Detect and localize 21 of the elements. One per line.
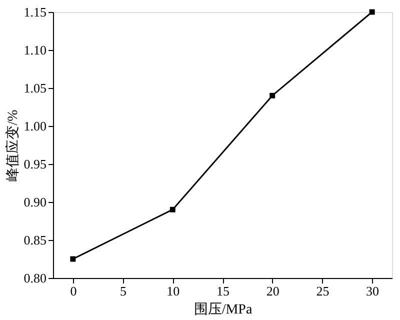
point [70, 256, 76, 262]
y-tick-label: 1.15 [24, 4, 46, 20]
y-tick-label: 0.95 [24, 156, 46, 172]
y-tick-label: 0.90 [24, 194, 46, 210]
x-tick-label: 5 [120, 284, 127, 298]
x-tick-label: 0 [70, 284, 77, 298]
x-tick-label: 20 [266, 284, 280, 298]
y-tick-label: 1.05 [24, 80, 46, 96]
x-tick-label: 30 [366, 284, 380, 298]
point [270, 92, 276, 98]
x-tick-label: 10 [166, 284, 180, 298]
y-tick-label: 0.85 [24, 232, 46, 248]
point [170, 206, 176, 212]
y-tick-label: 1.00 [24, 118, 46, 134]
y-tick-label: 1.10 [24, 42, 46, 58]
x-tick-label: 15 [216, 284, 230, 298]
y-tick-label: 0.80 [24, 270, 46, 286]
x-tick-label: 25 [316, 284, 330, 298]
y-axis-title: 峰值应变/% [4, 109, 21, 182]
x-axis-title: 围压/MPa [194, 302, 253, 318]
point [369, 9, 375, 15]
